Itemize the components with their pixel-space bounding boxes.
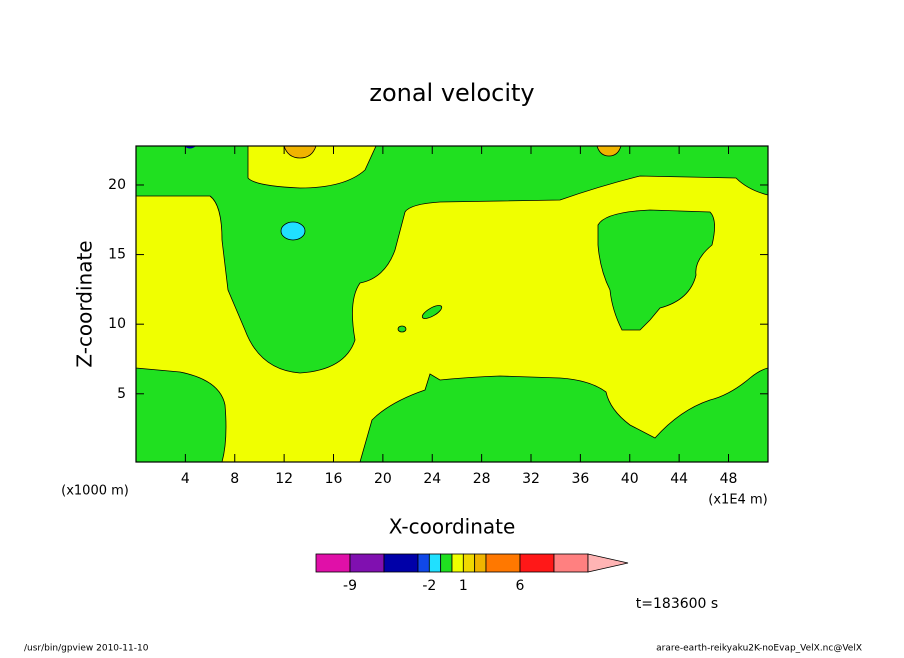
- colorbar-segment: [417, 553, 430, 573]
- colorbar-segment: [349, 553, 385, 573]
- chart-title: zonal velocity: [369, 79, 534, 107]
- contour-region: [596, 145, 622, 157]
- x-unit-label: (x1E4 m): [708, 493, 767, 508]
- colorbar-tick-label: -2: [422, 578, 436, 594]
- x-unit-label: (x1000 m): [61, 484, 129, 499]
- colorbar-tick-label: 1: [459, 578, 468, 594]
- y-axis-label: Z-coordinate: [73, 240, 97, 367]
- y-tick-label: 10: [108, 316, 126, 332]
- x-tick-label: 4: [181, 471, 190, 487]
- x-tick-label: 28: [473, 471, 491, 487]
- time-label: t=183600 s: [636, 596, 718, 612]
- footer-text: /usr/bin/gpview 2010-11-10: [24, 644, 149, 654]
- x-tick-label: 44: [670, 471, 688, 487]
- contour-region: [421, 305, 443, 319]
- colorbar-segment: [428, 553, 442, 573]
- colorbar-segment: [485, 553, 521, 573]
- x-tick-label: 8: [230, 471, 239, 487]
- colorbar-segment: [440, 553, 453, 573]
- contour-field: [135, 145, 769, 463]
- footer-text: arare-earth-reikyaku2K-noEvap_VelX.nc@Ve…: [656, 644, 862, 654]
- x-axis-label: X-coordinate: [389, 515, 516, 539]
- colorbar-segment: [462, 553, 476, 573]
- y-tick-label: 20: [108, 177, 126, 193]
- contour-region: [280, 221, 306, 241]
- colorbar-extension: [587, 553, 629, 573]
- colorbar-segment: [519, 553, 555, 573]
- colorbar-segment: [315, 553, 351, 573]
- colorbar-tick-label: -9: [343, 578, 357, 594]
- contour-region: [597, 209, 715, 331]
- contour-region: [247, 145, 377, 189]
- contour-region: [397, 325, 407, 333]
- y-tick-label: 5: [117, 386, 126, 402]
- colorbar-segment: [383, 553, 419, 573]
- colorbar-segment: [451, 553, 464, 573]
- x-tick-label: 16: [325, 471, 343, 487]
- y-tick-label: 15: [108, 247, 126, 263]
- plot-frame: [135, 145, 769, 463]
- x-tick-label: 40: [621, 471, 639, 487]
- x-tick-label: 24: [423, 471, 441, 487]
- colorbar-segment: [553, 553, 589, 573]
- x-tick-label: 20: [374, 471, 392, 487]
- x-tick-label: 36: [571, 471, 589, 487]
- x-tick-label: 12: [275, 471, 293, 487]
- contour-region: [184, 146, 196, 149]
- colorbar-segment: [474, 553, 487, 573]
- colorbar-tick-label: 6: [516, 578, 525, 594]
- x-tick-label: 48: [720, 471, 738, 487]
- x-tick-label: 32: [522, 471, 540, 487]
- contour-region: [283, 145, 317, 159]
